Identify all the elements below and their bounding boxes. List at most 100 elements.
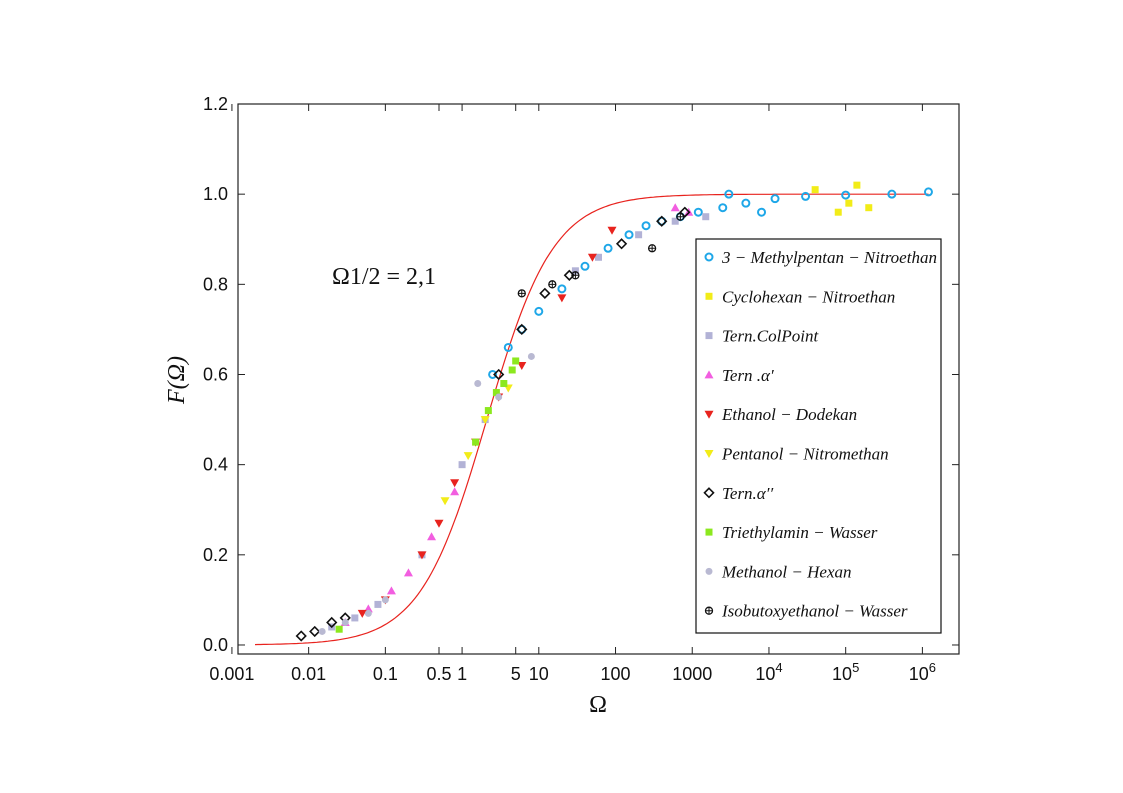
- point-marker: [318, 627, 326, 635]
- legend-label: Cyclohexan − Nitroethan: [722, 287, 895, 306]
- data-point: [295, 630, 307, 642]
- point-marker: [704, 410, 714, 419]
- y-axis-label: F(Ω): [164, 356, 190, 405]
- point-marker: [670, 203, 680, 212]
- data-point: [493, 368, 505, 381]
- legend-item: Tern.α′′: [703, 484, 773, 503]
- data-point: [357, 609, 367, 618]
- point-marker-cross: [705, 607, 713, 615]
- data-point: [386, 586, 396, 595]
- series-10: [517, 212, 685, 298]
- data-point: [341, 618, 349, 626]
- point-marker: [641, 221, 651, 231]
- data-point: [641, 221, 651, 231]
- point-marker: [656, 215, 668, 227]
- point-marker: [724, 189, 734, 199]
- point-marker: [309, 625, 321, 638]
- data-point: [595, 253, 602, 261]
- point-marker: [295, 630, 307, 642]
- point-marker: [495, 393, 503, 401]
- data-point: [318, 627, 326, 635]
- point-marker: [757, 207, 767, 217]
- data-point: [351, 614, 359, 622]
- data-point: [557, 284, 567, 294]
- data-point: [488, 369, 498, 379]
- data-point: [463, 452, 473, 461]
- point-marker: [463, 452, 473, 461]
- point-marker: [386, 586, 396, 595]
- legend: 3 − Methylpentan − Nitroethan Cyclohexan …: [695, 238, 942, 634]
- point-marker: [580, 261, 590, 271]
- fit-curve: [254, 193, 929, 646]
- point-marker: [704, 370, 714, 379]
- point-marker: [403, 568, 413, 577]
- point-marker: [607, 226, 617, 235]
- x-tick-label: 0.5: [426, 664, 451, 684]
- legend-item: Tern.ColPoint: [705, 327, 819, 346]
- data-points: [295, 181, 933, 642]
- series-1: [488, 187, 933, 379]
- x-tick-label: 5: [511, 664, 521, 684]
- legend-item: Ethanol − Dodekan: [704, 405, 857, 424]
- point-marker: [508, 366, 516, 374]
- data-point: [757, 207, 767, 217]
- data-point: [500, 380, 508, 388]
- point-marker: [557, 294, 567, 303]
- point-marker: [635, 231, 643, 239]
- data-point: [845, 199, 853, 207]
- series-7: [295, 206, 691, 642]
- data-point: [656, 215, 668, 227]
- x-tick-label: 0.01: [291, 664, 326, 684]
- x-tick-label: 10: [529, 664, 549, 684]
- point-marker: [811, 186, 819, 194]
- data-point: [770, 194, 780, 204]
- point-marker: [341, 618, 349, 626]
- point-marker-cross: [571, 271, 579, 279]
- point-marker: [440, 497, 450, 506]
- data-point: [647, 244, 657, 253]
- point-marker: [488, 369, 498, 379]
- y-tick-label: 0.8: [203, 274, 228, 294]
- point-marker: [887, 189, 897, 199]
- point-marker: [374, 600, 382, 608]
- legend-item: Triethylamin − Wasser: [705, 523, 878, 542]
- data-point: [450, 487, 460, 496]
- data-point: [539, 287, 551, 299]
- x-tick-label: 105: [832, 660, 859, 684]
- data-point: [853, 181, 861, 189]
- legend-label: Triethylamin − Wasser: [722, 523, 878, 542]
- point-marker: [450, 487, 460, 496]
- point-marker: [770, 194, 780, 204]
- data-point: [702, 213, 710, 221]
- y-tick-label: 0.2: [203, 545, 228, 565]
- data-point: [472, 438, 480, 446]
- y-tick-label: 0.4: [203, 455, 228, 475]
- legend-label: Pentanol − Nitromethan: [721, 445, 889, 464]
- x-tick-label: 106: [909, 660, 936, 684]
- point-marker: [587, 253, 597, 262]
- point-marker: [603, 243, 613, 253]
- data-point: [364, 609, 372, 617]
- data-point: [718, 203, 728, 213]
- legend-item: Methanol − Hexan: [705, 562, 852, 581]
- data-point: [548, 280, 557, 289]
- x-tick-label: 104: [755, 660, 782, 684]
- legend-item: Isobutoxyethanol − Wasser: [704, 602, 908, 621]
- point-marker: [326, 616, 338, 629]
- data-point: [309, 625, 321, 638]
- legend-label: Tern.ColPoint: [722, 327, 819, 346]
- data-point: [571, 271, 580, 280]
- point-marker: [671, 217, 679, 225]
- legend-label: Tern.α′′: [722, 484, 773, 503]
- data-point: [724, 189, 734, 199]
- data-point: [434, 519, 444, 528]
- legend-item: Tern .α′: [704, 366, 774, 385]
- data-point: [458, 461, 466, 469]
- legend-label: Methanol − Hexan: [721, 562, 852, 581]
- data-point: [670, 203, 680, 212]
- data-point: [503, 342, 513, 352]
- point-marker: [718, 203, 728, 213]
- data-point: [508, 366, 516, 374]
- point-marker: [512, 357, 520, 365]
